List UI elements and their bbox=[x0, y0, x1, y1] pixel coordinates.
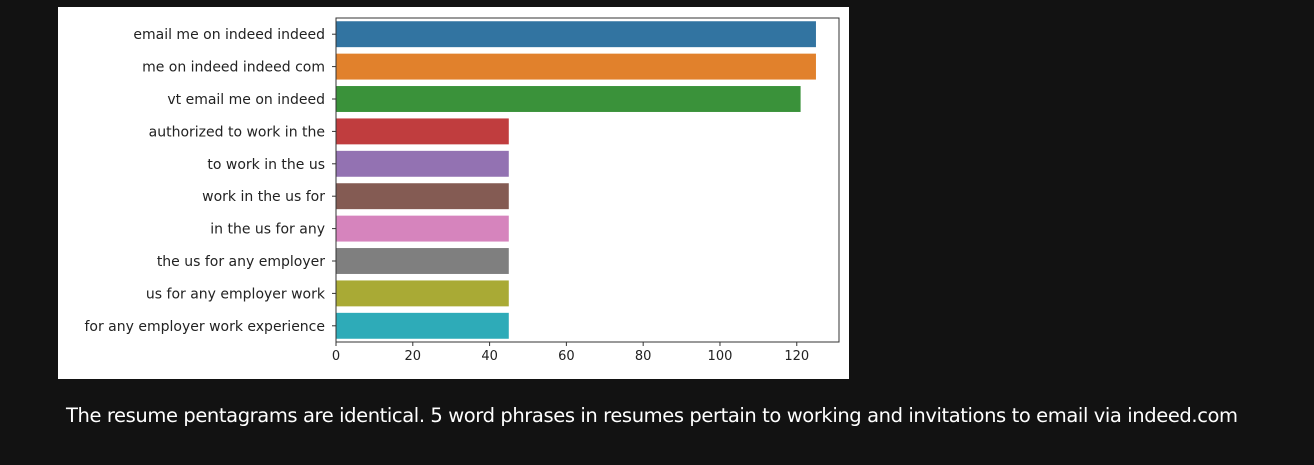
y-tick-label: for any employer work experience bbox=[84, 319, 325, 335]
bar bbox=[336, 215, 509, 242]
bar bbox=[336, 183, 509, 210]
y-tick-label: email me on indeed indeed bbox=[133, 27, 325, 43]
bar bbox=[336, 86, 801, 112]
x-tick-label: 60 bbox=[558, 349, 575, 364]
x-tick-label: 80 bbox=[635, 349, 652, 364]
x-tick-label: 0 bbox=[332, 349, 340, 364]
plot-frame bbox=[335, 17, 840, 343]
y-tick-label: in the us for any bbox=[210, 222, 325, 238]
chart-panel: email me on indeed indeed me on indeed in… bbox=[58, 7, 849, 379]
chart-caption: The resume pentagrams are identical. 5 w… bbox=[66, 404, 1238, 427]
y-tick-label: the us for any employer bbox=[157, 254, 325, 270]
x-tick-label: 100 bbox=[708, 349, 733, 364]
x-tick-label: 40 bbox=[481, 349, 498, 364]
y-tick-label: me on indeed indeed com bbox=[142, 60, 325, 76]
y-tick-label: vt email me on indeed bbox=[167, 92, 325, 108]
bar bbox=[336, 312, 509, 339]
bar bbox=[336, 280, 509, 307]
bar-chart: email me on indeed indeed me on indeed in… bbox=[84, 17, 840, 364]
y-tick-label: authorized to work in the bbox=[149, 124, 325, 140]
y-tick-label: to work in the us bbox=[207, 157, 325, 173]
bar bbox=[336, 150, 509, 177]
bar bbox=[336, 248, 509, 274]
bar bbox=[336, 21, 816, 48]
x-tick-label: 120 bbox=[784, 349, 809, 364]
x-tick-label: 20 bbox=[405, 349, 422, 364]
y-tick-label: us for any employer work bbox=[146, 286, 326, 302]
bar bbox=[336, 53, 816, 80]
y-tick-label: work in the us for bbox=[202, 189, 325, 205]
bar bbox=[336, 118, 509, 145]
